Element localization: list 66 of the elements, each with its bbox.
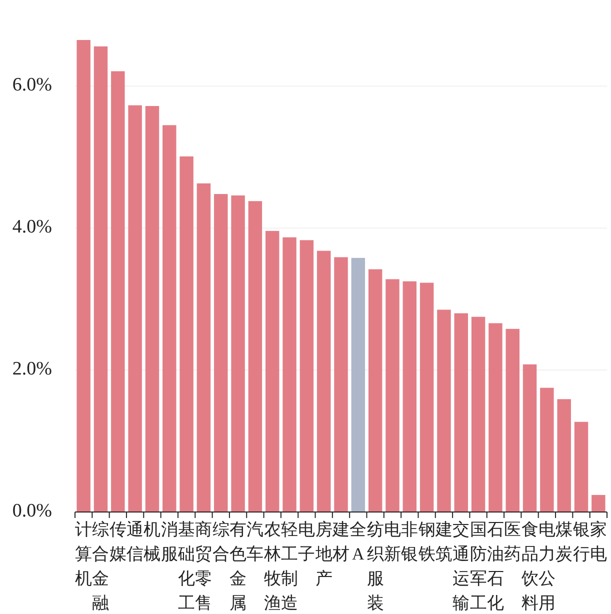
bar — [402, 281, 417, 512]
x-tick-label: 房地产 — [314, 520, 332, 588]
x-tick-label: 全A — [350, 520, 367, 564]
x-tick-label: 纺织服装 — [366, 520, 384, 612]
x-tick-label: 建材 — [332, 520, 350, 564]
bar — [351, 258, 366, 512]
bar — [574, 422, 588, 512]
bar — [386, 279, 400, 512]
bar — [471, 316, 486, 512]
bar — [248, 201, 262, 512]
x-tick-label: 机械 — [144, 520, 161, 564]
x-tick-label: 煤炭 — [556, 520, 573, 564]
x-tick-label: 建筑 — [434, 520, 452, 564]
bar — [76, 40, 90, 512]
x-tick-label: 基础化工 — [177, 520, 196, 612]
x-tick-label: 家电 — [590, 520, 607, 564]
x-tick-label: 非银 — [400, 520, 418, 564]
bar — [300, 240, 314, 512]
bar — [145, 106, 160, 512]
bar — [368, 269, 382, 512]
x-tick-label: 食品饮料 — [520, 520, 538, 612]
y-tick-label: 0.0% — [12, 500, 52, 522]
x-tick-label: 轻工制造 — [281, 520, 298, 612]
bar — [592, 494, 606, 512]
x-tick-label: 钢铁 — [417, 520, 436, 564]
bar — [420, 282, 434, 512]
x-tick-label: 有色金属 — [230, 520, 247, 612]
x-tick-label: 石油石化 — [486, 520, 504, 612]
x-tick-label: 计算机 — [75, 520, 92, 588]
bar — [265, 230, 280, 512]
bar — [316, 250, 331, 512]
bar — [162, 125, 176, 512]
x-tick-label: 国防军工 — [470, 520, 487, 612]
x-tick-label: 综合 — [212, 520, 230, 564]
bar — [540, 388, 554, 512]
bar — [231, 195, 245, 512]
bar — [437, 310, 451, 512]
bar — [111, 71, 125, 512]
bar — [506, 328, 520, 512]
bar — [180, 156, 194, 512]
bar — [557, 399, 571, 512]
y-tick-label: 6.0% — [12, 74, 52, 96]
x-tick-label: 银行 — [572, 520, 590, 564]
bar — [488, 323, 502, 512]
bar — [334, 257, 348, 512]
bar — [454, 313, 468, 512]
x-tick-label: 综合金融 — [92, 520, 110, 612]
x-tick-label: 消服 — [160, 520, 178, 564]
x-tick-label: 交通运输 — [452, 520, 470, 612]
y-tick-label: 4.0% — [12, 216, 52, 238]
x-tick-label: 医药 — [504, 520, 522, 564]
x-tick-label: 电力公用 — [538, 520, 556, 612]
bar — [94, 46, 108, 512]
x-tick-label: 通信 — [126, 520, 144, 564]
x-tick-label: 商贸零售 — [195, 520, 212, 612]
x-tick-label: 电子 — [298, 520, 316, 564]
x-tick-label: 农林牧渔 — [262, 520, 281, 612]
bar — [128, 105, 142, 512]
bar — [282, 237, 296, 512]
x-tick-label: 传媒 — [109, 520, 126, 564]
x-tick-label: 电新 — [384, 520, 401, 564]
y-tick-label: 2.0% — [12, 358, 52, 380]
bar — [214, 194, 228, 512]
bar — [196, 183, 211, 512]
bar — [522, 364, 537, 512]
x-tick-label: 汽车 — [246, 520, 264, 564]
